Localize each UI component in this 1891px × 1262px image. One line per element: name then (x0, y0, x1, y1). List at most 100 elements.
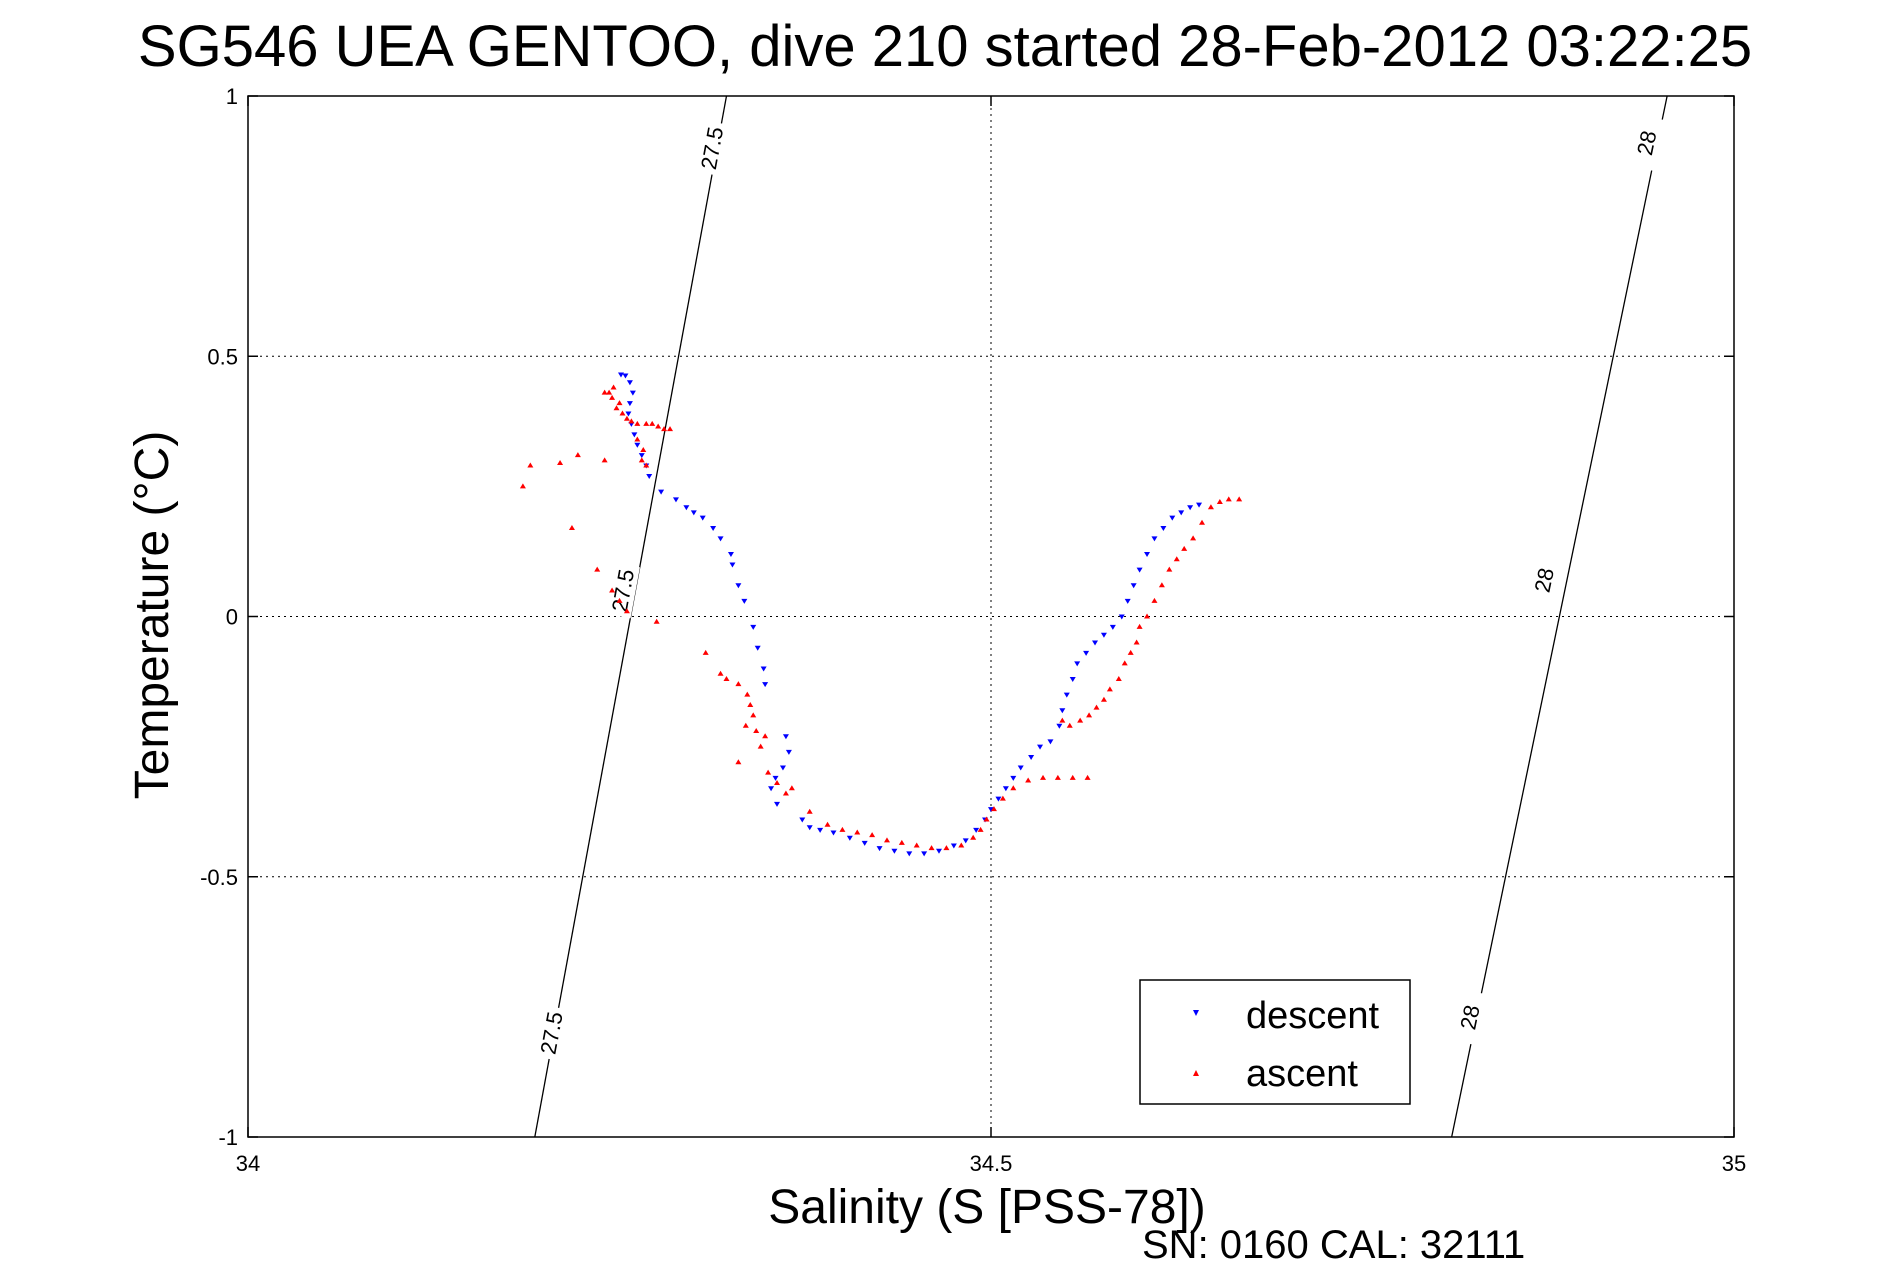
data-point-descent (1130, 583, 1137, 589)
data-point-ascent (616, 400, 623, 406)
data-point-ascent (747, 701, 754, 707)
data-point-descent (634, 442, 641, 448)
contour-label-bg (1628, 114, 1665, 171)
data-point-descent (729, 562, 736, 568)
data-point-ascent (628, 418, 635, 424)
data-point-descent (754, 645, 761, 651)
data-point-descent (906, 851, 913, 857)
data-point-descent (760, 666, 767, 672)
data-point-ascent (667, 426, 674, 432)
data-point-ascent (1166, 566, 1173, 572)
data-point-descent (1037, 744, 1044, 750)
data-point-ascent (1115, 675, 1122, 681)
data-point-descent (1017, 765, 1024, 771)
data-point-ascent (1151, 597, 1158, 603)
data-point-ascent (1066, 722, 1073, 728)
data-point-descent (1028, 755, 1035, 761)
data-point-descent (631, 432, 638, 438)
data-point-ascent (750, 712, 757, 718)
data-point-descent (772, 775, 779, 781)
data-point-ascent (613, 405, 620, 411)
data-point-ascent (782, 790, 789, 796)
data-point-ascent (1133, 639, 1140, 645)
data-point-ascent (1158, 582, 1165, 588)
data-point-descent (638, 453, 645, 459)
series-ascent (519, 384, 1243, 851)
data-point-descent (950, 843, 957, 849)
data-point-descent (727, 552, 734, 558)
data-point-ascent (609, 587, 616, 593)
legend-label-descent: descent (1246, 995, 1380, 1037)
data-point-descent (672, 497, 679, 503)
legend: descent ascent (1139, 979, 1411, 1105)
data-point-ascent (883, 837, 890, 843)
data-point-ascent (1040, 774, 1047, 780)
data-point-descent (690, 510, 697, 516)
data-point-descent (1047, 739, 1054, 745)
contour-label-bg (694, 120, 730, 176)
axis-ticks (247, 95, 1735, 1138)
data-point-ascent (574, 452, 581, 458)
data-point-ascent (1144, 613, 1151, 619)
y-axis-label: Temperature (°C) (126, 431, 179, 800)
y-tick-label: 0 (226, 605, 238, 630)
data-point-ascent (638, 457, 645, 463)
data-point-ascent (616, 597, 623, 603)
data-point-ascent (1054, 774, 1061, 780)
legend-box (1139, 979, 1411, 1105)
y-tick-label: 1 (226, 84, 238, 109)
data-point-descent (806, 825, 813, 831)
data-point-ascent (869, 832, 876, 838)
data-point-ascent (1093, 704, 1100, 710)
data-point-descent (1100, 632, 1107, 638)
data-point-ascent (1225, 496, 1232, 502)
data-point-ascent (742, 722, 749, 728)
data-point-descent (1109, 624, 1116, 630)
x-tick-label: 34.5 (970, 1151, 1013, 1176)
data-point-descent (995, 796, 1002, 802)
data-point-descent (782, 734, 789, 740)
contour-label: 28 (1455, 1003, 1484, 1032)
data-point-ascent (634, 420, 641, 426)
data-point-ascent (723, 675, 730, 681)
series-descent (617, 372, 1203, 857)
data-point-descent (1144, 552, 1151, 558)
data-point-ascent (1236, 496, 1243, 502)
data-point-descent (1083, 650, 1090, 656)
data-point-descent (921, 851, 928, 857)
data-point-descent (830, 830, 837, 836)
data-point-ascent (990, 806, 997, 812)
data-point-ascent (1059, 717, 1066, 723)
data-point-ascent (1025, 777, 1032, 783)
data-point-descent (861, 840, 868, 846)
data-point-ascent (623, 608, 630, 614)
data-point-descent (1169, 515, 1176, 521)
data-point-ascent (1207, 504, 1214, 510)
data-point-descent (988, 807, 994, 813)
data-point-ascent (913, 842, 920, 848)
contour-label-bg (533, 1004, 569, 1061)
data-point-ascent (735, 681, 742, 687)
data-point-descent (1074, 661, 1081, 667)
data-point-ascent (1216, 498, 1223, 504)
data-point-descent (973, 827, 980, 833)
contour-label: 28 (1530, 566, 1559, 595)
data-point-descent (741, 598, 748, 604)
data-point-descent (1160, 526, 1167, 532)
chart-title: SG546 UEA GENTOO, dive 210 started 28-Fe… (138, 14, 1752, 79)
data-point-descent (658, 489, 665, 495)
data-point-descent (626, 401, 633, 407)
data-point-ascent (619, 410, 626, 416)
data-point-ascent (970, 834, 977, 840)
contour-label-bg (1525, 551, 1562, 609)
data-point-ascent (601, 457, 608, 463)
data-point-descent (717, 536, 724, 542)
data-point-descent (625, 411, 632, 417)
x-tick-label: 34 (236, 1151, 260, 1176)
data-point-ascent (735, 759, 742, 765)
data-point-ascent (999, 795, 1006, 801)
legend-label-ascent: ascent (1246, 1053, 1358, 1095)
data-point-ascent (634, 436, 641, 442)
data-point-descent (817, 827, 824, 833)
